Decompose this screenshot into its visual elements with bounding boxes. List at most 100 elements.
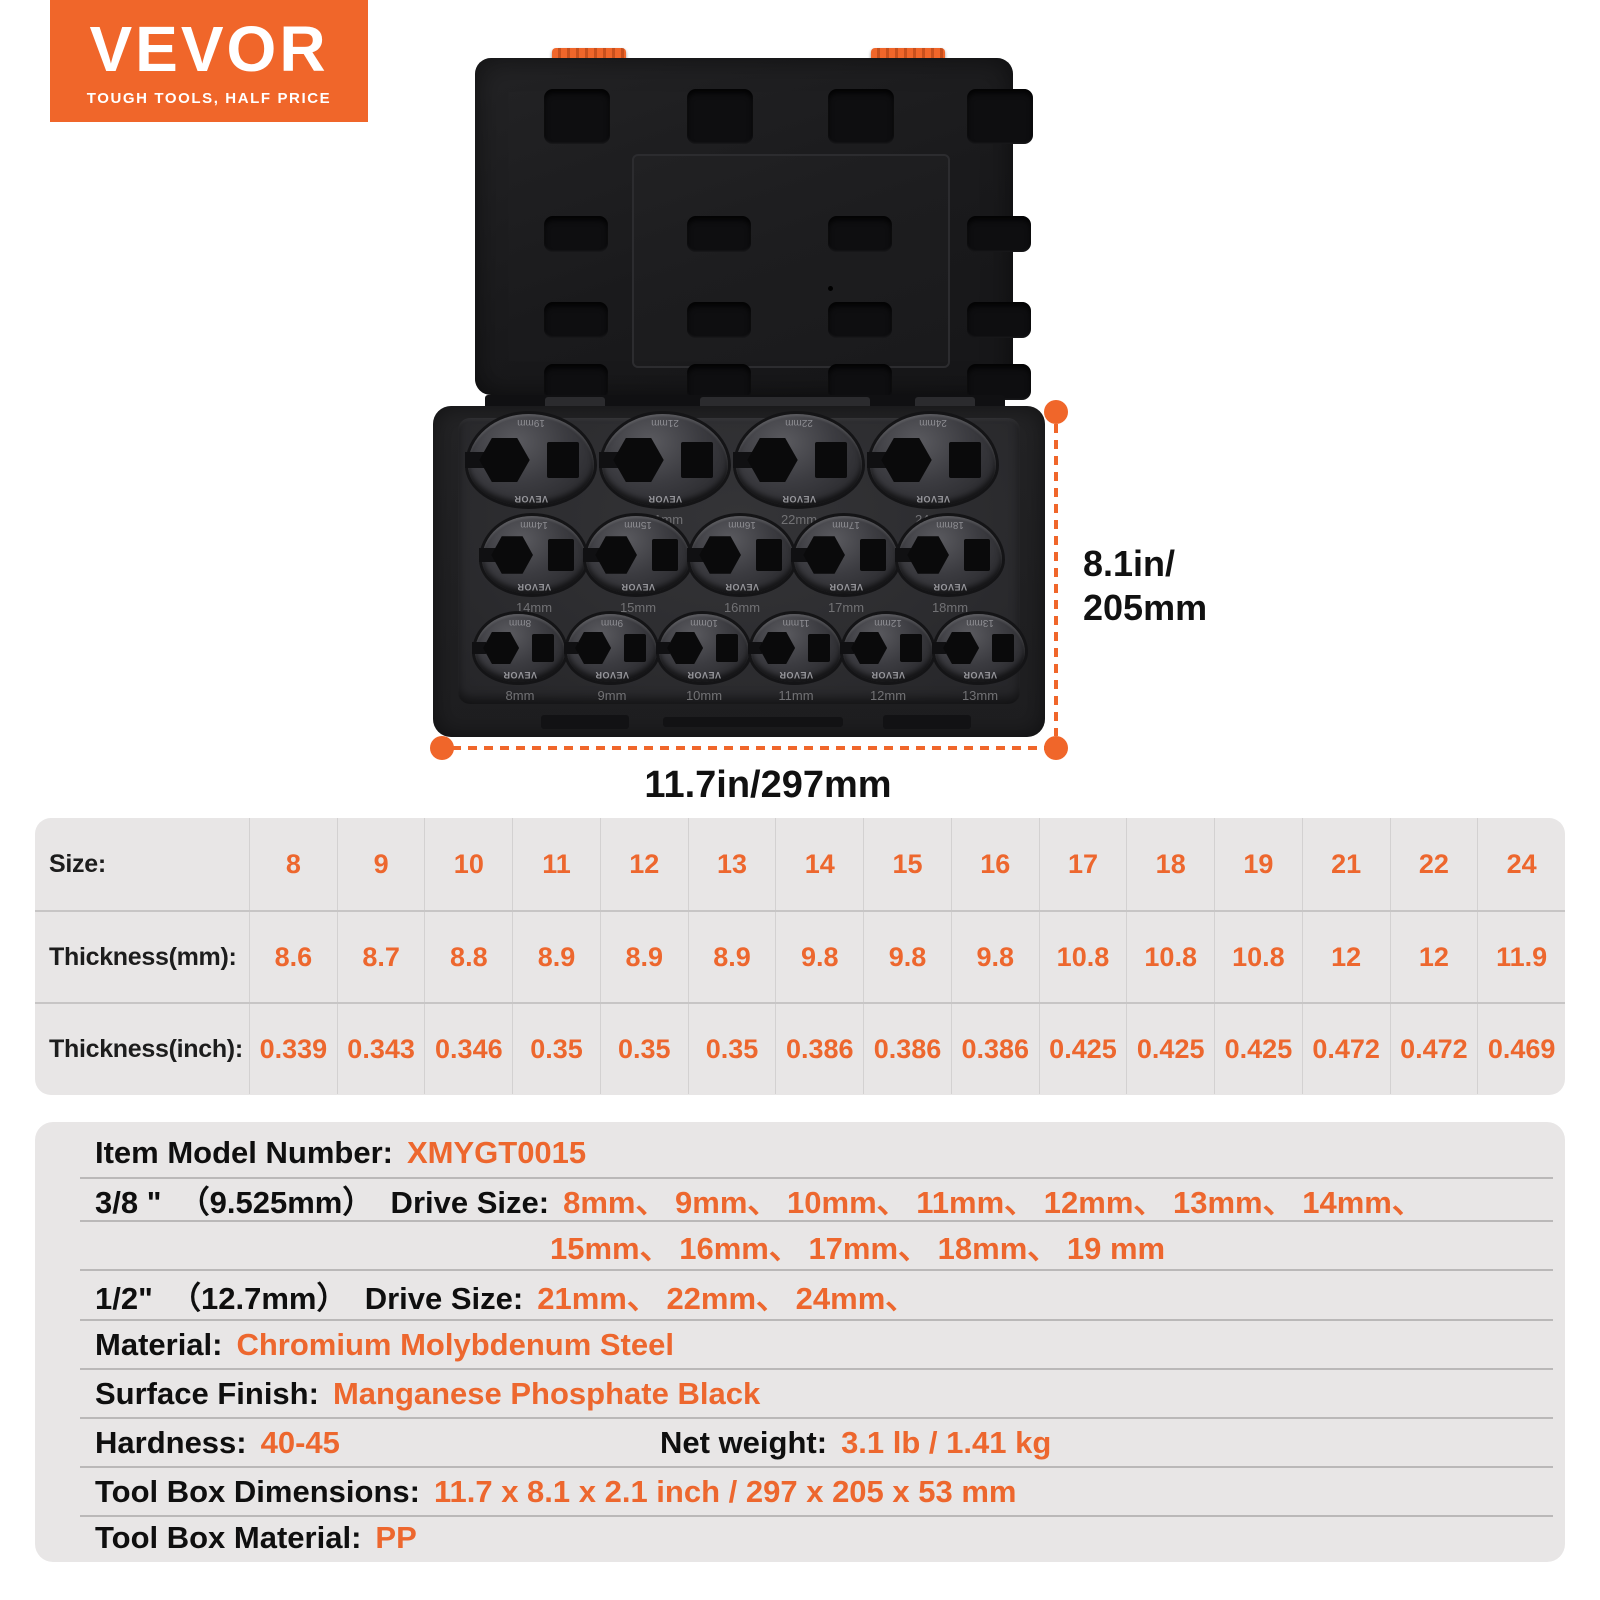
wrench-size-marking: 17mm bbox=[832, 519, 860, 530]
wrench-slot: 19mm VEVOR19mm bbox=[465, 414, 594, 527]
spec-table-cell: 22 bbox=[1389, 818, 1478, 910]
hex-opening bbox=[595, 536, 637, 574]
hex-opening bbox=[613, 437, 664, 483]
wrench-slot: 24mm VEVOR24mm bbox=[867, 414, 996, 527]
spec-table-cell: 8.8 bbox=[424, 912, 512, 1002]
wrench-size-marking: 21mm bbox=[651, 417, 679, 428]
wrench-brand-marking: VEVOR bbox=[962, 670, 998, 680]
spec-table-cell: 0.425 bbox=[1126, 1004, 1214, 1094]
wrench-row-small: 8mm VEVOR 8mm 9mm VEVOR 9mm 10mm VEVOR 10mm 11mm V… bbox=[472, 614, 1025, 703]
hex-opening bbox=[575, 631, 612, 665]
wrench-size-marking: 14mm bbox=[520, 519, 548, 530]
spec-table-cell: 10 bbox=[424, 818, 512, 910]
case-lid bbox=[475, 58, 1033, 400]
tray-size-label: 10mm bbox=[685, 688, 723, 703]
spec-table-row-label: Thickness(inch): bbox=[49, 1034, 243, 1063]
crowfoot-wrench: 24mm VEVOR bbox=[867, 414, 996, 506]
spec-table-cell: 12 bbox=[1301, 912, 1390, 1002]
square-drive-hole bbox=[547, 441, 579, 479]
detail-row-drive-38-cont: 15mm、 16mm、 17mm、 18mm、 19 mm bbox=[35, 1222, 1565, 1269]
wrench-slot: 8mm VEVOR 8mm bbox=[472, 614, 565, 703]
square-drive-hole bbox=[899, 634, 923, 662]
spec-table-cell: 19 bbox=[1214, 818, 1302, 910]
wrench-brand-marking: VEVOR bbox=[778, 670, 814, 680]
lid-slot bbox=[967, 302, 1031, 338]
tray-size-label: 12mm bbox=[869, 688, 907, 703]
spec-table-cell: 0.425 bbox=[1038, 1004, 1127, 1094]
crowfoot-wrench: 18mm VEVOR bbox=[895, 516, 1002, 594]
square-drive-hole bbox=[651, 539, 678, 571]
lid-slot bbox=[687, 216, 751, 252]
spec-table-cell: 8.9 bbox=[512, 912, 600, 1002]
tray-size-label: 9mm bbox=[597, 688, 627, 703]
spec-table-cell: 12 bbox=[599, 818, 688, 910]
spec-table-cell: 0.346 bbox=[424, 1004, 512, 1094]
spec-table-cell: 0.472 bbox=[1301, 1004, 1390, 1094]
dimension-dot bbox=[1044, 736, 1068, 760]
lid-slot bbox=[544, 216, 608, 252]
lid-recess bbox=[544, 89, 610, 144]
spec-table-cell: 0.35 bbox=[599, 1004, 688, 1094]
hex-opening bbox=[759, 631, 796, 665]
crowfoot-wrench: 15mm VEVOR bbox=[583, 516, 690, 594]
wrench-brand-marking: VEVOR bbox=[915, 494, 951, 504]
tray-size-label: 15mm bbox=[619, 600, 657, 615]
spec-table-cell: 0.339 bbox=[249, 1004, 337, 1094]
detail-row-drive-38: 3/8 " （9.525mm） Drive Size: 8mm、 9mm、 10… bbox=[35, 1179, 1565, 1220]
square-drive-hole bbox=[755, 539, 782, 571]
spec-table-cell: 18 bbox=[1126, 818, 1214, 910]
box-material-label: Tool Box Material: bbox=[95, 1519, 362, 1555]
square-drive-hole bbox=[715, 634, 739, 662]
brand-logo: VEVOR TOUGH TOOLS, HALF PRICE bbox=[50, 0, 368, 122]
width-dimension-line bbox=[452, 746, 1046, 750]
crowfoot-wrench: 21mm VEVOR bbox=[599, 414, 728, 506]
wrench-brand-marking: VEVOR bbox=[724, 582, 760, 592]
tray-size-label: 18mm bbox=[931, 600, 969, 615]
dimension-dot bbox=[430, 736, 454, 760]
spec-table-cell: 8.9 bbox=[599, 912, 688, 1002]
wrench-size-marking: 9mm bbox=[600, 617, 624, 628]
surface-finish-value: Manganese Phosphate Black bbox=[332, 1375, 761, 1411]
detail-row-hardness: Hardness: 40-45 Net weight: 3.1 lb / 1.4… bbox=[35, 1419, 1565, 1466]
hex-opening bbox=[907, 536, 949, 574]
hex-opening bbox=[667, 631, 704, 665]
spec-table-cell: 11.9 bbox=[1477, 912, 1565, 1002]
crowfoot-wrench: 10mm VEVOR bbox=[656, 614, 749, 682]
spec-table-cell: 8.9 bbox=[687, 912, 776, 1002]
drive12-label: 1/2" （12.7mm） Drive Size: bbox=[95, 1280, 524, 1316]
wrench-brand-marking: VEVOR bbox=[620, 582, 656, 592]
tray-size-label: 14mm bbox=[515, 600, 553, 615]
wrench-brand-marking: VEVOR bbox=[828, 582, 864, 592]
model-label: Item Model Number: bbox=[95, 1134, 393, 1170]
lid-recess bbox=[967, 89, 1033, 144]
lid-pin-hole bbox=[828, 286, 833, 291]
spec-table-cell: 16 bbox=[950, 818, 1039, 910]
spec-table-cell: 0.35 bbox=[687, 1004, 776, 1094]
wrench-slot: 13mm VEVOR 13mm bbox=[932, 614, 1025, 703]
spec-table-cell: 10.8 bbox=[1126, 912, 1214, 1002]
hex-opening bbox=[699, 536, 741, 574]
crowfoot-wrench: 14mm VEVOR bbox=[479, 516, 586, 594]
crowfoot-wrench: 9mm VEVOR bbox=[564, 614, 657, 682]
drive38-label: 3/8 " （9.525mm） Drive Size: bbox=[95, 1185, 550, 1220]
detail-row-box-dimensions: Tool Box Dimensions: 11.7 x 8.1 x 2.1 in… bbox=[35, 1468, 1565, 1515]
wrench-size-marking: 13mm bbox=[966, 617, 994, 628]
crowfoot-wrench: 8mm VEVOR bbox=[472, 614, 565, 682]
divider bbox=[80, 1515, 1553, 1517]
divider bbox=[80, 1417, 1553, 1419]
tray-size-label: 8mm bbox=[505, 688, 535, 703]
divider bbox=[80, 1466, 1553, 1468]
square-drive-hole bbox=[859, 539, 886, 571]
hex-opening bbox=[479, 437, 530, 483]
box-dimensions-label: Tool Box Dimensions: bbox=[95, 1473, 420, 1509]
net-weight-value: 3.1 lb / 1.41 kg bbox=[841, 1424, 1052, 1460]
wrench-slot: 17mm VEVOR 17mm bbox=[791, 516, 898, 615]
spec-table-cell: 0.35 bbox=[512, 1004, 600, 1094]
spec-table-cell: 0.343 bbox=[336, 1004, 425, 1094]
lid-slot bbox=[828, 302, 892, 338]
lid-slot bbox=[687, 364, 751, 400]
wrench-brand-marking: VEVOR bbox=[594, 670, 630, 680]
spec-table-row: Thickness(mm): 8.6 8.7 8.8 8.9 8.9 8.9 9.8 9.8 9.… bbox=[35, 910, 1565, 1002]
logo-wordmark: VEVOR bbox=[89, 13, 329, 85]
